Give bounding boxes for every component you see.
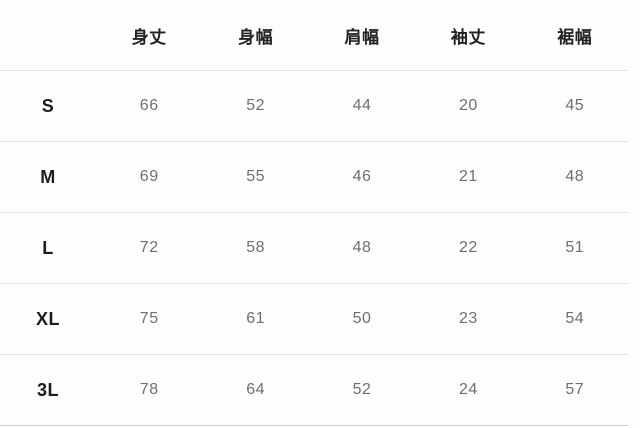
measurement-value: 55	[202, 141, 309, 213]
measurement-value: 54	[521, 283, 628, 355]
size-label: XL	[0, 283, 96, 355]
column-header-mitake: 身丈	[96, 0, 203, 71]
measurement-value: 57	[521, 354, 628, 426]
measurement-value: 45	[521, 70, 628, 142]
table-row: M 69 55 46 21 48	[0, 141, 628, 213]
table-header-row: 身丈 身幅 肩幅 袖丈 裾幅	[0, 0, 628, 71]
measurement-value: 75	[96, 283, 203, 355]
measurement-value: 52	[202, 70, 309, 142]
size-label: S	[0, 70, 96, 142]
size-label: 3L	[0, 354, 96, 426]
column-header-katahaba: 肩幅	[308, 0, 416, 71]
column-header-mihaba: 身幅	[202, 0, 309, 71]
measurement-value: 58	[202, 212, 309, 284]
measurement-value: 22	[415, 212, 522, 284]
measurement-value: 24	[415, 354, 522, 426]
header-corner-cell	[0, 0, 96, 71]
measurement-value: 66	[96, 70, 203, 142]
measurement-value: 46	[308, 141, 416, 213]
measurement-value: 50	[308, 283, 416, 355]
table-body: S 66 52 44 20 45 M 69 55 46 21 48 L 72 5…	[0, 70, 628, 426]
measurement-value: 72	[96, 212, 203, 284]
measurement-value: 23	[415, 283, 522, 355]
measurement-value: 69	[96, 141, 203, 213]
measurement-value: 52	[308, 354, 416, 426]
measurement-value: 78	[96, 354, 203, 426]
column-header-susohaba: 裾幅	[521, 0, 628, 71]
table-row: S 66 52 44 20 45	[0, 70, 628, 142]
column-header-sodetake: 袖丈	[415, 0, 522, 71]
table-header: 身丈 身幅 肩幅 袖丈 裾幅	[0, 0, 628, 71]
measurement-value: 64	[202, 354, 309, 426]
measurement-value: 48	[521, 141, 628, 213]
table-row: L 72 58 48 22 51	[0, 212, 628, 284]
measurement-value: 51	[521, 212, 628, 284]
size-measurements-table: 身丈 身幅 肩幅 袖丈 裾幅 S 66 52 44 20 45 M 69 55 …	[0, 0, 628, 426]
measurement-value: 61	[202, 283, 309, 355]
table-row: XL 75 61 50 23 54	[0, 283, 628, 355]
size-label: M	[0, 141, 96, 213]
measurement-value: 20	[415, 70, 522, 142]
measurement-value: 44	[308, 70, 416, 142]
table-row: 3L 78 64 52 24 57	[0, 354, 628, 426]
measurement-value: 48	[308, 212, 416, 284]
measurement-value: 21	[415, 141, 522, 213]
size-label: L	[0, 212, 96, 284]
